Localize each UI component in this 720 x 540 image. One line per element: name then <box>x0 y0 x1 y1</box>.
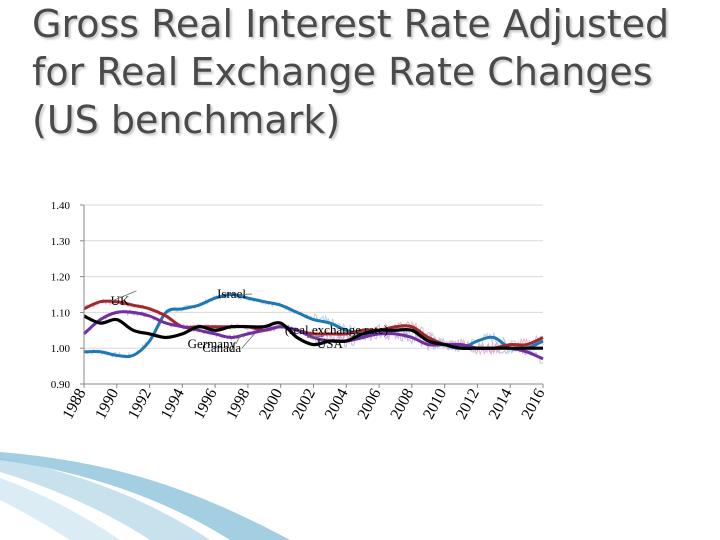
series-line <box>82 310 544 361</box>
x-tick-label: 1992 <box>125 386 155 422</box>
x-tick-label: 2016 <box>518 386 548 422</box>
y-tick-labels: 1.40 1.30 1.20 1.10 1.00 0.90 <box>51 200 71 391</box>
x-tick-label: 2010 <box>420 386 450 422</box>
x-tick-label: 2000 <box>256 386 286 422</box>
y-tick-label: 1.40 <box>51 200 71 212</box>
x-tick-label: 2014 <box>486 386 516 422</box>
x-tick-label: 1994 <box>158 386 188 422</box>
x-tick-label: 2002 <box>289 386 319 422</box>
annotation-label: UK <box>111 293 130 308</box>
footer-decoration <box>0 452 290 540</box>
annotation-leader <box>306 335 324 338</box>
x-tick-label: 2012 <box>453 386 483 422</box>
y-tick-label: 1.00 <box>51 343 71 355</box>
x-tick-label: 2008 <box>387 386 417 422</box>
annotation-leader <box>241 333 255 349</box>
x-tick-label: 1996 <box>191 386 221 422</box>
annotation-leader <box>111 290 137 302</box>
annotation-label: Germany <box>188 336 237 351</box>
annotation-label: Israel <box>217 286 246 301</box>
annotation-label: USA <box>317 336 344 351</box>
series-lines <box>82 293 544 361</box>
axes <box>80 204 544 388</box>
y-tick-label: 1.20 <box>51 272 71 284</box>
series-line <box>83 314 543 351</box>
y-tick-label: 1.10 <box>51 307 71 319</box>
page-title: Gross Real Interest Rate Adjusted for Re… <box>32 2 670 142</box>
annotation-label: (real exchange rate) <box>285 322 388 337</box>
annotation-label: Canada <box>202 340 241 355</box>
x-tick-labels: 1988 1990 1992 1994 1996 1998 2000 2002 2004 2006… <box>59 386 548 422</box>
x-tick-label: 1998 <box>223 386 253 422</box>
y-tick-label: 0.90 <box>51 379 71 391</box>
x-tick-label: 1990 <box>92 386 122 422</box>
x-tick-label: 1988 <box>59 386 89 422</box>
annotation-leader <box>235 333 242 345</box>
y-tick-label: 1.30 <box>51 236 71 248</box>
x-tick-label: 2004 <box>322 386 352 422</box>
x-tick-label: 2006 <box>355 386 385 422</box>
